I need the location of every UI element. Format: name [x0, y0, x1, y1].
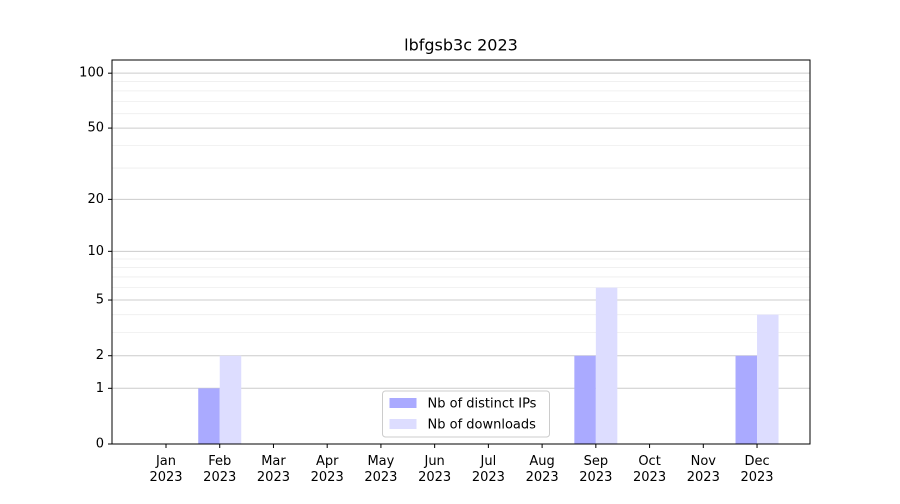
bar	[757, 314, 779, 444]
y-tick-label: 2	[96, 348, 104, 363]
legend-swatch	[389, 398, 417, 408]
x-tick-label: Feb 2023	[203, 454, 236, 485]
plot-frame	[111, 59, 811, 445]
x-tick-label: Nov 2023	[687, 454, 720, 485]
bar	[574, 355, 596, 444]
x-tick-label: Jul 2023	[472, 454, 505, 485]
x-tick-label: Aug 2023	[526, 454, 559, 485]
chart-title: lbfgsb3c 2023	[404, 36, 518, 55]
legend-swatch	[389, 419, 417, 429]
x-tick-label: Sep 2023	[579, 454, 612, 485]
bar	[735, 355, 758, 444]
y-tick-label: 20	[87, 192, 104, 207]
x-tick-label: Apr 2023	[311, 454, 344, 485]
bar	[198, 388, 220, 444]
bar	[219, 355, 242, 444]
x-tick-label: Jun 2023	[418, 454, 451, 485]
y-tick-label: 1	[96, 381, 104, 396]
x-tick-label: Mar 2023	[257, 454, 290, 485]
legend-label: Nb of distinct IPs	[428, 397, 537, 412]
bar	[595, 287, 618, 444]
y-tick-label: 50	[87, 121, 104, 136]
legend-label: Nb of downloads	[428, 418, 537, 433]
x-tick-label: May 2023	[364, 454, 397, 485]
legend: Nb of distinct IPs Nb of downloads	[382, 390, 550, 438]
y-tick-label: 100	[79, 66, 104, 81]
y-tick-label: 5	[96, 293, 104, 308]
x-tick-label: Dec 2023	[740, 454, 773, 485]
y-tick-label: 0	[96, 437, 104, 452]
x-tick-label: Oct 2023	[633, 454, 666, 485]
y-tick-label: 10	[87, 244, 104, 259]
legend-box	[382, 390, 550, 438]
x-tick-label: Jan 2023	[149, 454, 182, 485]
